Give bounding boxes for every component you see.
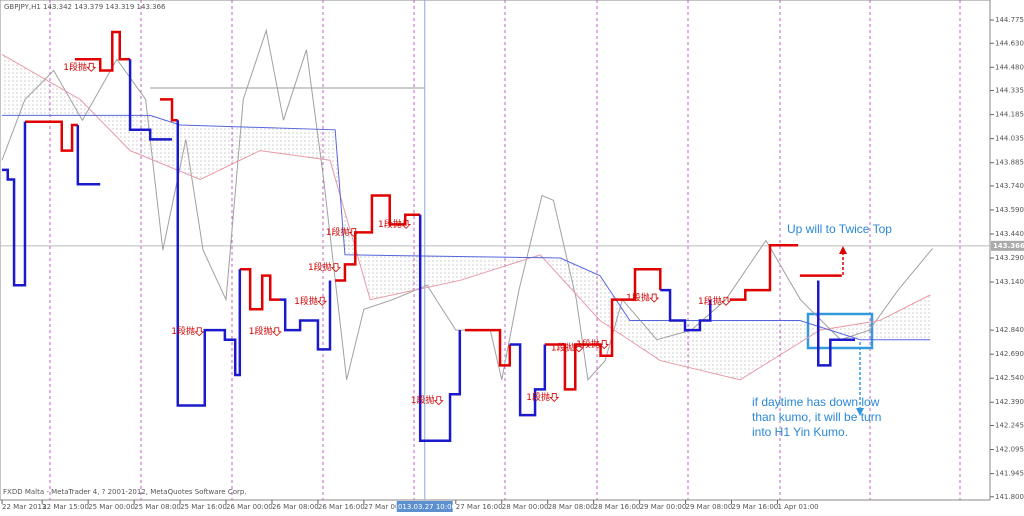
signal-label: 1段抛 xyxy=(308,261,332,273)
signal-label: 1段抛 xyxy=(171,325,195,337)
plot-frame xyxy=(0,0,991,501)
crosshair-label-bg xyxy=(396,501,453,512)
y-tick-label: 144.775 xyxy=(995,16,1024,24)
y-tick-label: 142.540 xyxy=(995,374,1024,382)
x-tick-label: 22 Mar 15:00 xyxy=(42,503,89,511)
x-tick-label: 26 Mar 00:00 xyxy=(226,503,273,511)
y-tick-label: 142.840 xyxy=(995,326,1024,334)
x-tick-label: 25 Mar 16:00 xyxy=(180,503,227,511)
y-tick-label: 141.945 xyxy=(995,470,1024,478)
signal-arrow xyxy=(649,293,660,303)
footer: FXDD Malta - MetaTrader 4, ? 2001-2012, … xyxy=(3,488,247,496)
x-tick-label: 25 Mar 00:00 xyxy=(88,503,135,511)
signal-arrow xyxy=(194,327,205,337)
signal-arrow xyxy=(348,227,359,237)
signal-arrow xyxy=(401,219,411,229)
signal-arrow xyxy=(271,327,282,337)
up-arrow-head xyxy=(839,246,847,254)
y-tick-label: 143.440 xyxy=(995,230,1024,238)
x-tick-label: 27 Mar 16:00 xyxy=(456,503,503,511)
y-tick-label: 142.095 xyxy=(995,446,1024,454)
series-line xyxy=(24,30,842,391)
y-tick-label: 142.245 xyxy=(995,421,1024,429)
x-tick-label: 25 Mar 08:00 xyxy=(134,503,181,511)
x-tick-label: 29 Mar 00:00 xyxy=(640,503,687,511)
annotation: Up will to Twice Top xyxy=(787,222,892,236)
y-tick-label: 144.480 xyxy=(995,63,1024,71)
signal-label: 1段抛 xyxy=(551,341,575,353)
signal-arrow xyxy=(86,62,97,72)
series-line xyxy=(1,28,933,381)
current-price-label: 143.366 xyxy=(993,242,1024,250)
down-arrow-head xyxy=(856,408,864,416)
annotation: if daytime has down low than kumo, it wi… xyxy=(752,395,882,439)
x-tick-label: 28 Mar 16:00 xyxy=(594,503,641,511)
x-tick-label: 26 Mar 08:00 xyxy=(272,503,319,511)
y-tick-label: 143.885 xyxy=(995,159,1024,167)
x-tick-label: 1 Apr 01:00 xyxy=(777,503,818,511)
signal-arrow xyxy=(549,393,560,403)
signal-label: 1段抛 xyxy=(326,226,350,238)
series-line xyxy=(2,114,931,341)
signal-arrow xyxy=(573,343,584,353)
signal-label: 1段抛 xyxy=(526,391,550,403)
kumo-fill xyxy=(2,54,931,380)
day-separators xyxy=(49,0,961,500)
signal-label: 1段抛 xyxy=(63,61,87,73)
y-tick-label: 144.185 xyxy=(995,111,1024,119)
x-tick-label: 28 Mar 08:00 xyxy=(548,503,595,511)
y-tick-label: 141.800 xyxy=(995,493,1024,501)
signal-label: 1段抛 xyxy=(411,394,435,406)
x-tick-label: 29 Mar 08:00 xyxy=(686,503,733,511)
x-tick-label: 26 Mar 16:00 xyxy=(318,503,365,511)
x-tick-label: 27 Mar 00:00 xyxy=(364,503,411,511)
y-tick-label: 143.740 xyxy=(995,182,1024,190)
signal-label: 1段抛 xyxy=(698,295,722,307)
y-tick-label: 142.390 xyxy=(995,398,1024,406)
x-tick-label: 28 Mar 00:00 xyxy=(502,503,549,511)
y-tick-label: 144.630 xyxy=(995,39,1024,47)
y-tick-label: 143.590 xyxy=(995,206,1024,214)
signal-arrow xyxy=(599,340,610,350)
signal-label: 1段抛 xyxy=(249,325,273,337)
signal-label: 1段抛 xyxy=(576,338,600,350)
y-tick-label: 143.290 xyxy=(995,254,1024,262)
crosshair-label: 2013.03.27 10:00 xyxy=(394,503,456,511)
signal-label: 1段抛 xyxy=(294,295,318,307)
x-tick-label: 29 Mar 16:00 xyxy=(732,503,779,511)
y-tick-label: 143.140 xyxy=(995,278,1024,286)
header: GBPJPY,H1 143.342 143.379 143.319 143.36… xyxy=(4,3,166,11)
signal-label: 1段抛 xyxy=(626,292,650,304)
y-tick-label: 144.035 xyxy=(995,135,1024,143)
signal-label: 1段抛 xyxy=(378,218,402,230)
series-line xyxy=(1,54,931,381)
signal-arrow xyxy=(317,296,328,306)
signal-arrow xyxy=(433,396,444,406)
signal-arrow xyxy=(330,263,341,273)
x-tick-label: 22 Mar 2013 xyxy=(2,503,46,511)
y-tick-label: 142.690 xyxy=(995,350,1024,358)
y-tick-label: 144.335 xyxy=(995,87,1024,95)
current-price-bg xyxy=(991,240,1024,251)
signal-arrow xyxy=(721,296,731,306)
series-line xyxy=(2,59,856,442)
